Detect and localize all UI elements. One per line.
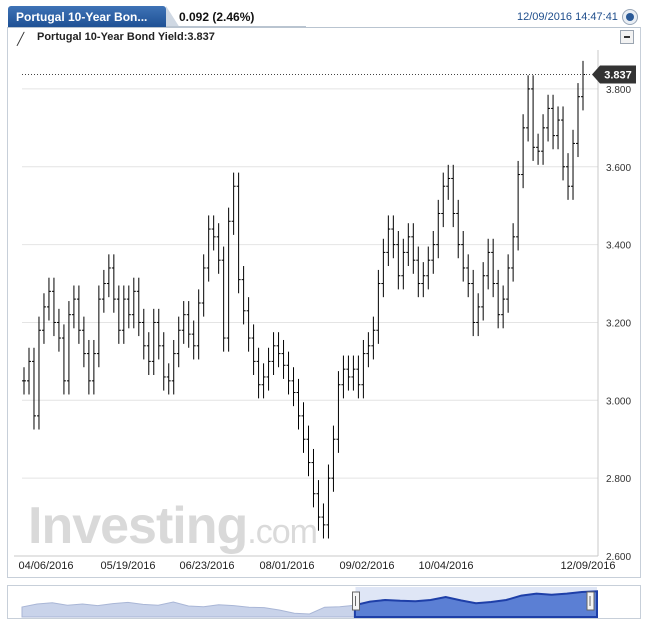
y-tick-label: 2.800 <box>606 474 631 485</box>
price-series <box>22 60 585 539</box>
chart-panel <box>7 27 641 578</box>
status-indicator-icon[interactable] <box>622 9 638 25</box>
y-tick-label: 2.600 <box>606 552 631 563</box>
investing-logo: Investing.com <box>28 496 318 556</box>
chart-grid <box>14 50 599 557</box>
candle-legend-icon: ╱ <box>17 32 25 46</box>
instrument-tab-title: Portugal 10-Year Bon... <box>16 10 148 24</box>
y-tick-label: 3.400 <box>606 241 631 252</box>
y-tick-label: 3.000 <box>606 396 631 407</box>
last-price-flag <box>592 65 636 84</box>
x-tick-label: 09/02/2016 <box>339 560 394 572</box>
x-tick-label: 10/04/2016 <box>418 560 473 572</box>
timestamp: 12/09/2016 14:47:41 <box>517 11 618 23</box>
price-change: 0.092 (2.46%) <box>179 10 255 24</box>
x-tick-label: 04/06/2016 <box>18 560 73 572</box>
x-tick-label: 06/23/2016 <box>179 560 234 572</box>
x-tick-label: 12/09/2016 <box>560 560 615 572</box>
x-tick-label: 08/01/2016 <box>259 560 314 572</box>
navigator-selected-area <box>353 590 598 618</box>
y-tick-label: 3.800 <box>606 85 631 96</box>
last-price-line: 3.837 <box>22 65 636 84</box>
x-tick-label: 05/19/2016 <box>100 560 155 572</box>
last-price-label: 3.837 <box>604 70 632 82</box>
navigator-chart <box>21 587 598 618</box>
x-axis-labels: 04/06/2016 05/19/2016 06/23/2016 08/01/2016… <box>18 560 615 572</box>
tab-separator <box>166 6 180 28</box>
range-navigator[interactable] <box>7 585 641 619</box>
series-legend: Portugal 10-Year Bond Yield:3.837 <box>37 31 215 43</box>
y-tick-label: 3.600 <box>606 163 631 174</box>
instrument-tab[interactable]: Portugal 10-Year Bon... <box>8 6 166 28</box>
header-divider <box>166 6 306 27</box>
logo-suffix: .com <box>247 513 318 551</box>
y-axis-labels: 2.600 2.800 3.000 3.200 3.400 3.600 3.800 <box>606 85 631 563</box>
y-tick-label: 3.200 <box>606 318 631 329</box>
logo-text: Investing <box>28 497 248 555</box>
collapse-button[interactable] <box>620 30 634 44</box>
